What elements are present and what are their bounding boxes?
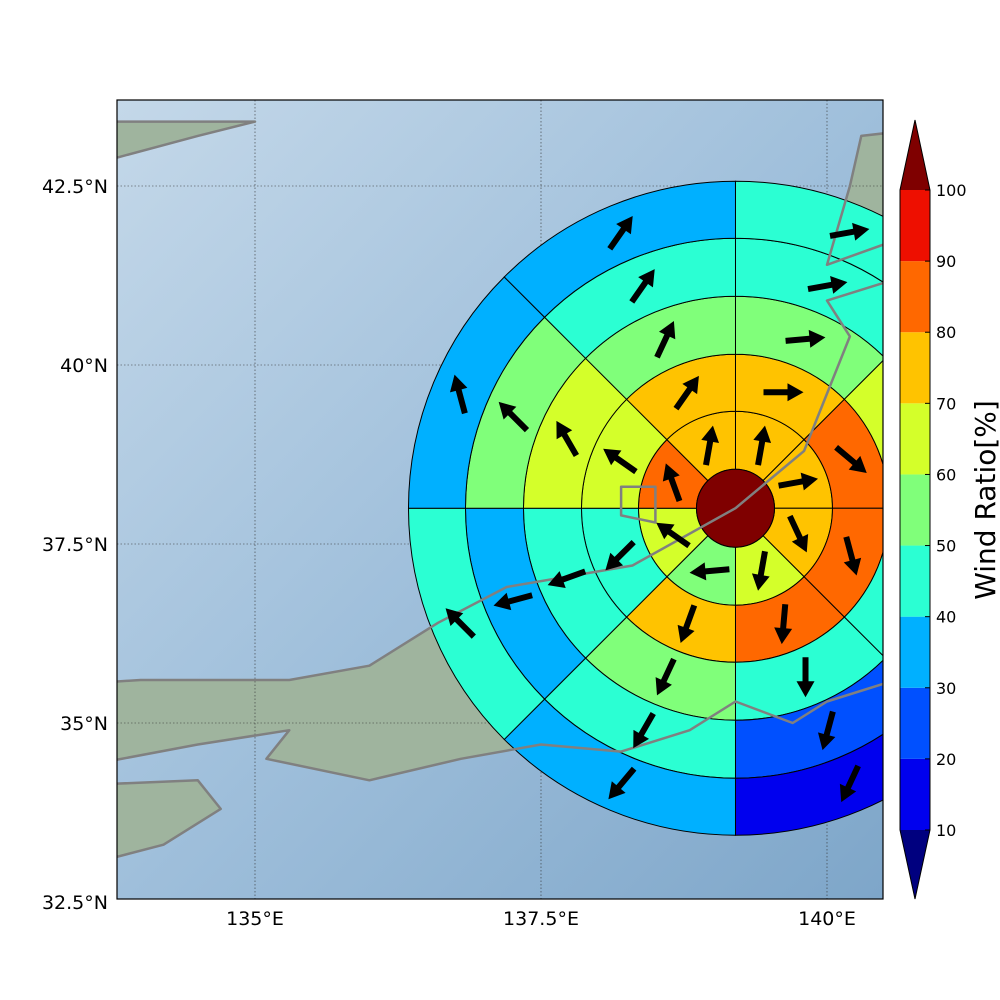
colorbar-tick-label: 20 [936,750,956,769]
wind-arrow [547,568,587,589]
colorbar-under-arrow [900,830,930,899]
coastline [117,120,257,159]
wind-arrow [662,463,683,502]
wind-arrow [787,514,809,553]
wind-arrow [689,562,730,581]
coastlines [117,120,883,859]
sector-cell [503,180,736,318]
wind-arrow [673,375,699,411]
map-area [117,100,883,899]
colorbar-tick-label: 70 [936,394,956,413]
x-tick-label: 137.5°E [503,908,579,930]
colorbar-tick-label: 50 [936,537,956,556]
colorbar-tick-label: 30 [936,679,956,698]
wind-arrow [608,766,637,800]
colorbar-tick-label: 10 [936,821,956,840]
colorbar-tick-label: 40 [936,608,956,627]
x-tick-label: 140°E [798,908,856,930]
wind-arrow [655,657,677,696]
coastline [117,779,222,859]
coastline [619,485,657,524]
colorbar-title: Wind Ratio[%] [969,400,1000,600]
y-tick-label: 40°N [60,355,108,377]
colorbar-segment [900,545,930,617]
wind-arrow [778,472,818,491]
colorbar-segment [900,190,930,262]
wind-arrow [449,374,468,415]
wind-arrow [605,539,636,571]
wind-arrow [629,269,655,304]
y-tick-label: 42.5°N [42,176,108,198]
colorbar-segment [900,403,930,475]
colorbar-tick-label: 80 [936,323,956,342]
y-axis-ticks: 42.5°N 40°N 37.5°N 35°N 32.5°N [42,176,108,914]
sector-cell [843,550,883,657]
wind-arrow [603,448,638,475]
wind-arrow [445,608,476,639]
coastline [825,132,883,267]
wind-arrow [751,550,770,591]
wind-arrow [633,712,656,749]
sector-cells [407,180,883,836]
colorbar-segment [900,332,930,404]
wind-arrow [807,275,848,294]
wind-arrow [654,321,676,359]
wind-arrow [774,603,793,645]
colorbar-over-arrow [900,120,930,190]
wind-arrow [753,425,772,466]
wind-arrow [701,425,720,466]
colorbar-tick-label: 90 [936,252,956,271]
colorbar-segment [900,261,930,333]
wind-arrow [763,383,804,402]
land-polygon [117,121,255,158]
colorbar-tick-label: 60 [936,465,956,484]
wind-arrow [656,522,691,549]
colorbar-segment [900,758,930,830]
wind-arrow [677,604,698,643]
sector-cell [843,359,883,467]
map-frame [116,99,884,900]
y-tick-label: 35°N [60,713,108,735]
wind-arrow [796,657,815,698]
y-tick-label: 37.5°N [42,534,108,556]
wind-arrow [829,222,870,241]
wind-arrow [556,420,580,457]
y-tick-label: 32.5°N [42,892,108,914]
land-polygon [117,780,221,857]
colorbar-segment [900,616,930,688]
wind-arrows [445,216,870,803]
x-tick-label: 135°E [226,908,284,930]
colorbar-segment [900,474,930,546]
wind-arrow [834,445,867,474]
wind-arrow [785,329,826,348]
wind-arrow [607,216,633,251]
wind-arrow [843,536,862,576]
wind-arrow [498,401,530,433]
colorbar-tick-label: 100 [936,181,967,200]
wind-arrow [817,710,836,751]
coastline [117,281,883,782]
colorbar: 10 20 30 40 50 60 70 80 90 100 [899,119,967,900]
wind-arrow [493,592,533,611]
wind-arrow [839,764,861,803]
colorbar-segment [900,687,930,759]
